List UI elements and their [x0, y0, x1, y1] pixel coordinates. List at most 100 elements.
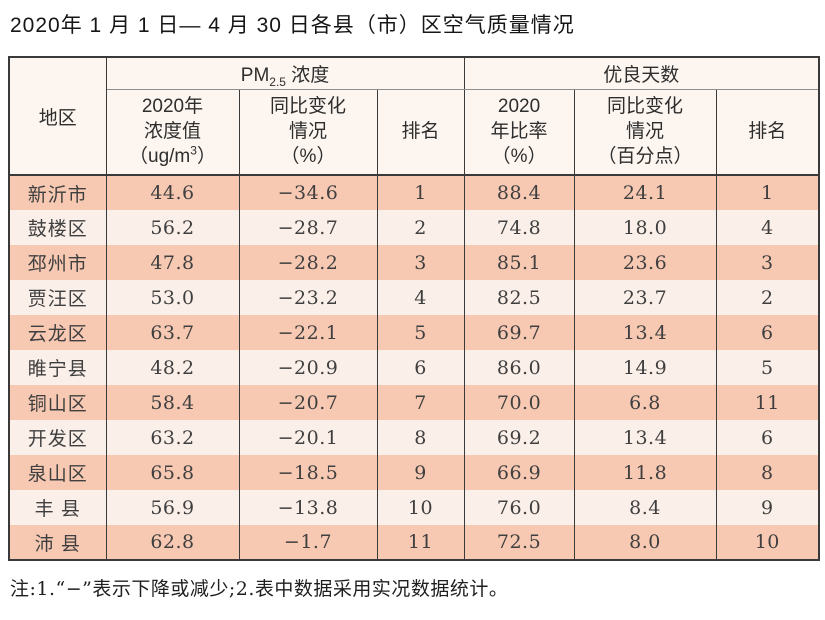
cell-pm-change: −20.1 [238, 420, 378, 455]
cell-region: 邳州市 [8, 245, 107, 280]
table-body: 新沂市 44.6 −34.6 1 88.4 24.1 1 鼓楼区 56.2 −28.7 2 74.8 1… [8, 175, 820, 560]
cell-pm-value: 48.2 [105, 350, 240, 385]
cell-region: 丰 县 [8, 490, 107, 525]
table-row: 邳州市 47.8 −28.2 3 85.1 23.6 3 [8, 245, 820, 280]
cell-pm-change: −1.7 [238, 525, 378, 560]
cell-days-rank: 10 [715, 525, 820, 560]
cell-days-rank: 4 [715, 210, 820, 245]
cell-region: 沛 县 [8, 525, 107, 560]
air-quality-table: 地区 PM2.5 浓度 优良天数 2020年 浓度值 （ug/m3） 同比变化 … [8, 56, 821, 561]
header-pm-value-line1: 2020年 [141, 96, 204, 118]
header-pm-change-line1: 同比变化 [269, 96, 346, 118]
header-sub-row: 2020年 浓度值 （ug/m3） 同比变化 情况 （%） 排名 2020 年比… [9, 89, 820, 176]
cell-days-rate: 88.4 [463, 175, 575, 210]
cell-days-rate: 69.2 [463, 420, 575, 455]
table-row: 丰 县 56.9 −13.8 10 76.0 8.4 9 [8, 490, 820, 525]
cell-days-rank: 6 [715, 420, 820, 455]
header-days-change-line2: 情况 [626, 121, 665, 143]
cell-pm-change: −28.7 [238, 210, 378, 245]
cell-pm-change: −18.5 [238, 455, 378, 490]
cell-region: 铜山区 [8, 385, 107, 420]
table-header: 地区 PM2.5 浓度 优良天数 2020年 浓度值 （ug/m3） 同比变化 … [8, 57, 820, 176]
cell-pm-change: −13.8 [238, 490, 378, 525]
ug-m3-superscript: 3 [190, 143, 197, 158]
cell-pm-change: −34.6 [238, 175, 378, 210]
cell-days-rank: 9 [715, 490, 820, 525]
cell-pm-rank: 5 [376, 315, 465, 350]
table-row: 新沂市 44.6 −34.6 1 88.4 24.1 1 [8, 175, 820, 210]
cell-days-change: 23.6 [573, 245, 717, 280]
cell-days-change: 14.9 [573, 350, 717, 385]
header-group-pm25: PM2.5 浓度 [105, 57, 465, 90]
ug-m3-prefix: （ug/m [129, 146, 191, 168]
cell-pm-rank: 3 [376, 245, 465, 280]
header-days-rate-line3: （%） [491, 146, 547, 168]
cell-pm-rank: 8 [376, 420, 465, 455]
cell-days-change: 13.4 [573, 315, 717, 350]
cell-pm-rank: 6 [376, 350, 465, 385]
cell-days-rank: 5 [715, 350, 820, 385]
cell-days-rank: 11 [715, 385, 820, 420]
cell-pm-value: 63.7 [105, 315, 240, 350]
cell-region: 贾汪区 [8, 280, 107, 315]
header-days-change: 同比变化 情况 （百分点） [573, 89, 717, 176]
cell-pm-rank: 2 [376, 210, 465, 245]
cell-pm-value: 53.0 [105, 280, 240, 315]
table-row: 开发区 63.2 −20.1 8 69.2 13.4 6 [8, 420, 820, 455]
ug-m3-suffix: ） [196, 146, 216, 168]
cell-days-change: 18.0 [573, 210, 717, 245]
header-pm-value-line2: 浓度值 [143, 121, 201, 143]
header-days-rank: 排名 [715, 89, 820, 176]
cell-days-change: 8.4 [573, 490, 717, 525]
cell-pm-value: 58.4 [105, 385, 240, 420]
cell-days-rate: 74.8 [463, 210, 575, 245]
cell-days-rank: 8 [715, 455, 820, 490]
cell-pm-rank: 4 [376, 280, 465, 315]
cell-region: 新沂市 [8, 175, 107, 210]
header-days-change-line3: （百分点） [597, 146, 693, 168]
cell-pm-change: −22.1 [238, 315, 378, 350]
header-days-rate: 2020 年比率 （%） [463, 89, 575, 176]
cell-days-rank: 2 [715, 280, 820, 315]
cell-days-change: 23.7 [573, 280, 717, 315]
table-row: 沛 县 62.8 −1.7 11 72.5 8.0 10 [8, 525, 820, 560]
table-row: 铜山区 58.4 −20.7 7 70.0 6.8 11 [8, 385, 820, 420]
cell-pm-rank: 9 [376, 455, 465, 490]
cell-pm-change: −20.7 [238, 385, 378, 420]
cell-pm-rank: 11 [376, 525, 465, 560]
pm25-label-suffix: 浓度 [285, 64, 330, 86]
cell-pm-value: 56.9 [105, 490, 240, 525]
table-row: 云龙区 63.7 −22.1 5 69.7 13.4 6 [8, 315, 820, 350]
cell-days-change: 13.4 [573, 420, 717, 455]
cell-pm-rank: 7 [376, 385, 465, 420]
cell-days-rank: 3 [715, 245, 820, 280]
cell-days-rank: 1 [715, 175, 820, 210]
cell-days-rate: 69.7 [463, 315, 575, 350]
pm25-subscript: 2.5 [269, 74, 286, 89]
header-pm-value-line3: （ug/m3） [107, 144, 239, 169]
cell-pm-value: 63.2 [105, 420, 240, 455]
header-days-change-line1: 同比变化 [607, 96, 684, 118]
cell-region: 泉山区 [8, 455, 107, 490]
cell-pm-value: 56.2 [105, 210, 240, 245]
cell-region: 睢宁县 [8, 350, 107, 385]
cell-pm-value: 44.6 [105, 175, 240, 210]
header-region: 地区 [8, 57, 107, 176]
cell-days-change: 8.0 [573, 525, 717, 560]
cell-days-rate: 85.1 [463, 245, 575, 280]
cell-days-rate: 76.0 [463, 490, 575, 525]
table-row: 鼓楼区 56.2 −28.7 2 74.8 18.0 4 [8, 210, 820, 245]
cell-days-rank: 6 [715, 315, 820, 350]
cell-pm-change: −20.9 [238, 350, 378, 385]
header-pm-rank: 排名 [376, 89, 465, 176]
pm25-label-prefix: PM [240, 64, 270, 86]
header-group-good-days: 优良天数 [463, 57, 820, 90]
cell-days-rate: 70.0 [463, 385, 575, 420]
page-title: 2020年 1 月 1 日— 4 月 30 日各县（市）区空气质量情况 [10, 14, 575, 37]
header-days-rate-line1: 2020 [497, 96, 541, 118]
cell-region: 云龙区 [8, 315, 107, 350]
cell-days-rate: 72.5 [463, 525, 575, 560]
header-pm-change-line3: （%） [280, 146, 336, 168]
page: 2020年 1 月 1 日— 4 月 30 日各县（市）区空气质量情况 地区 P… [8, 14, 821, 600]
cell-pm-value: 47.8 [105, 245, 240, 280]
